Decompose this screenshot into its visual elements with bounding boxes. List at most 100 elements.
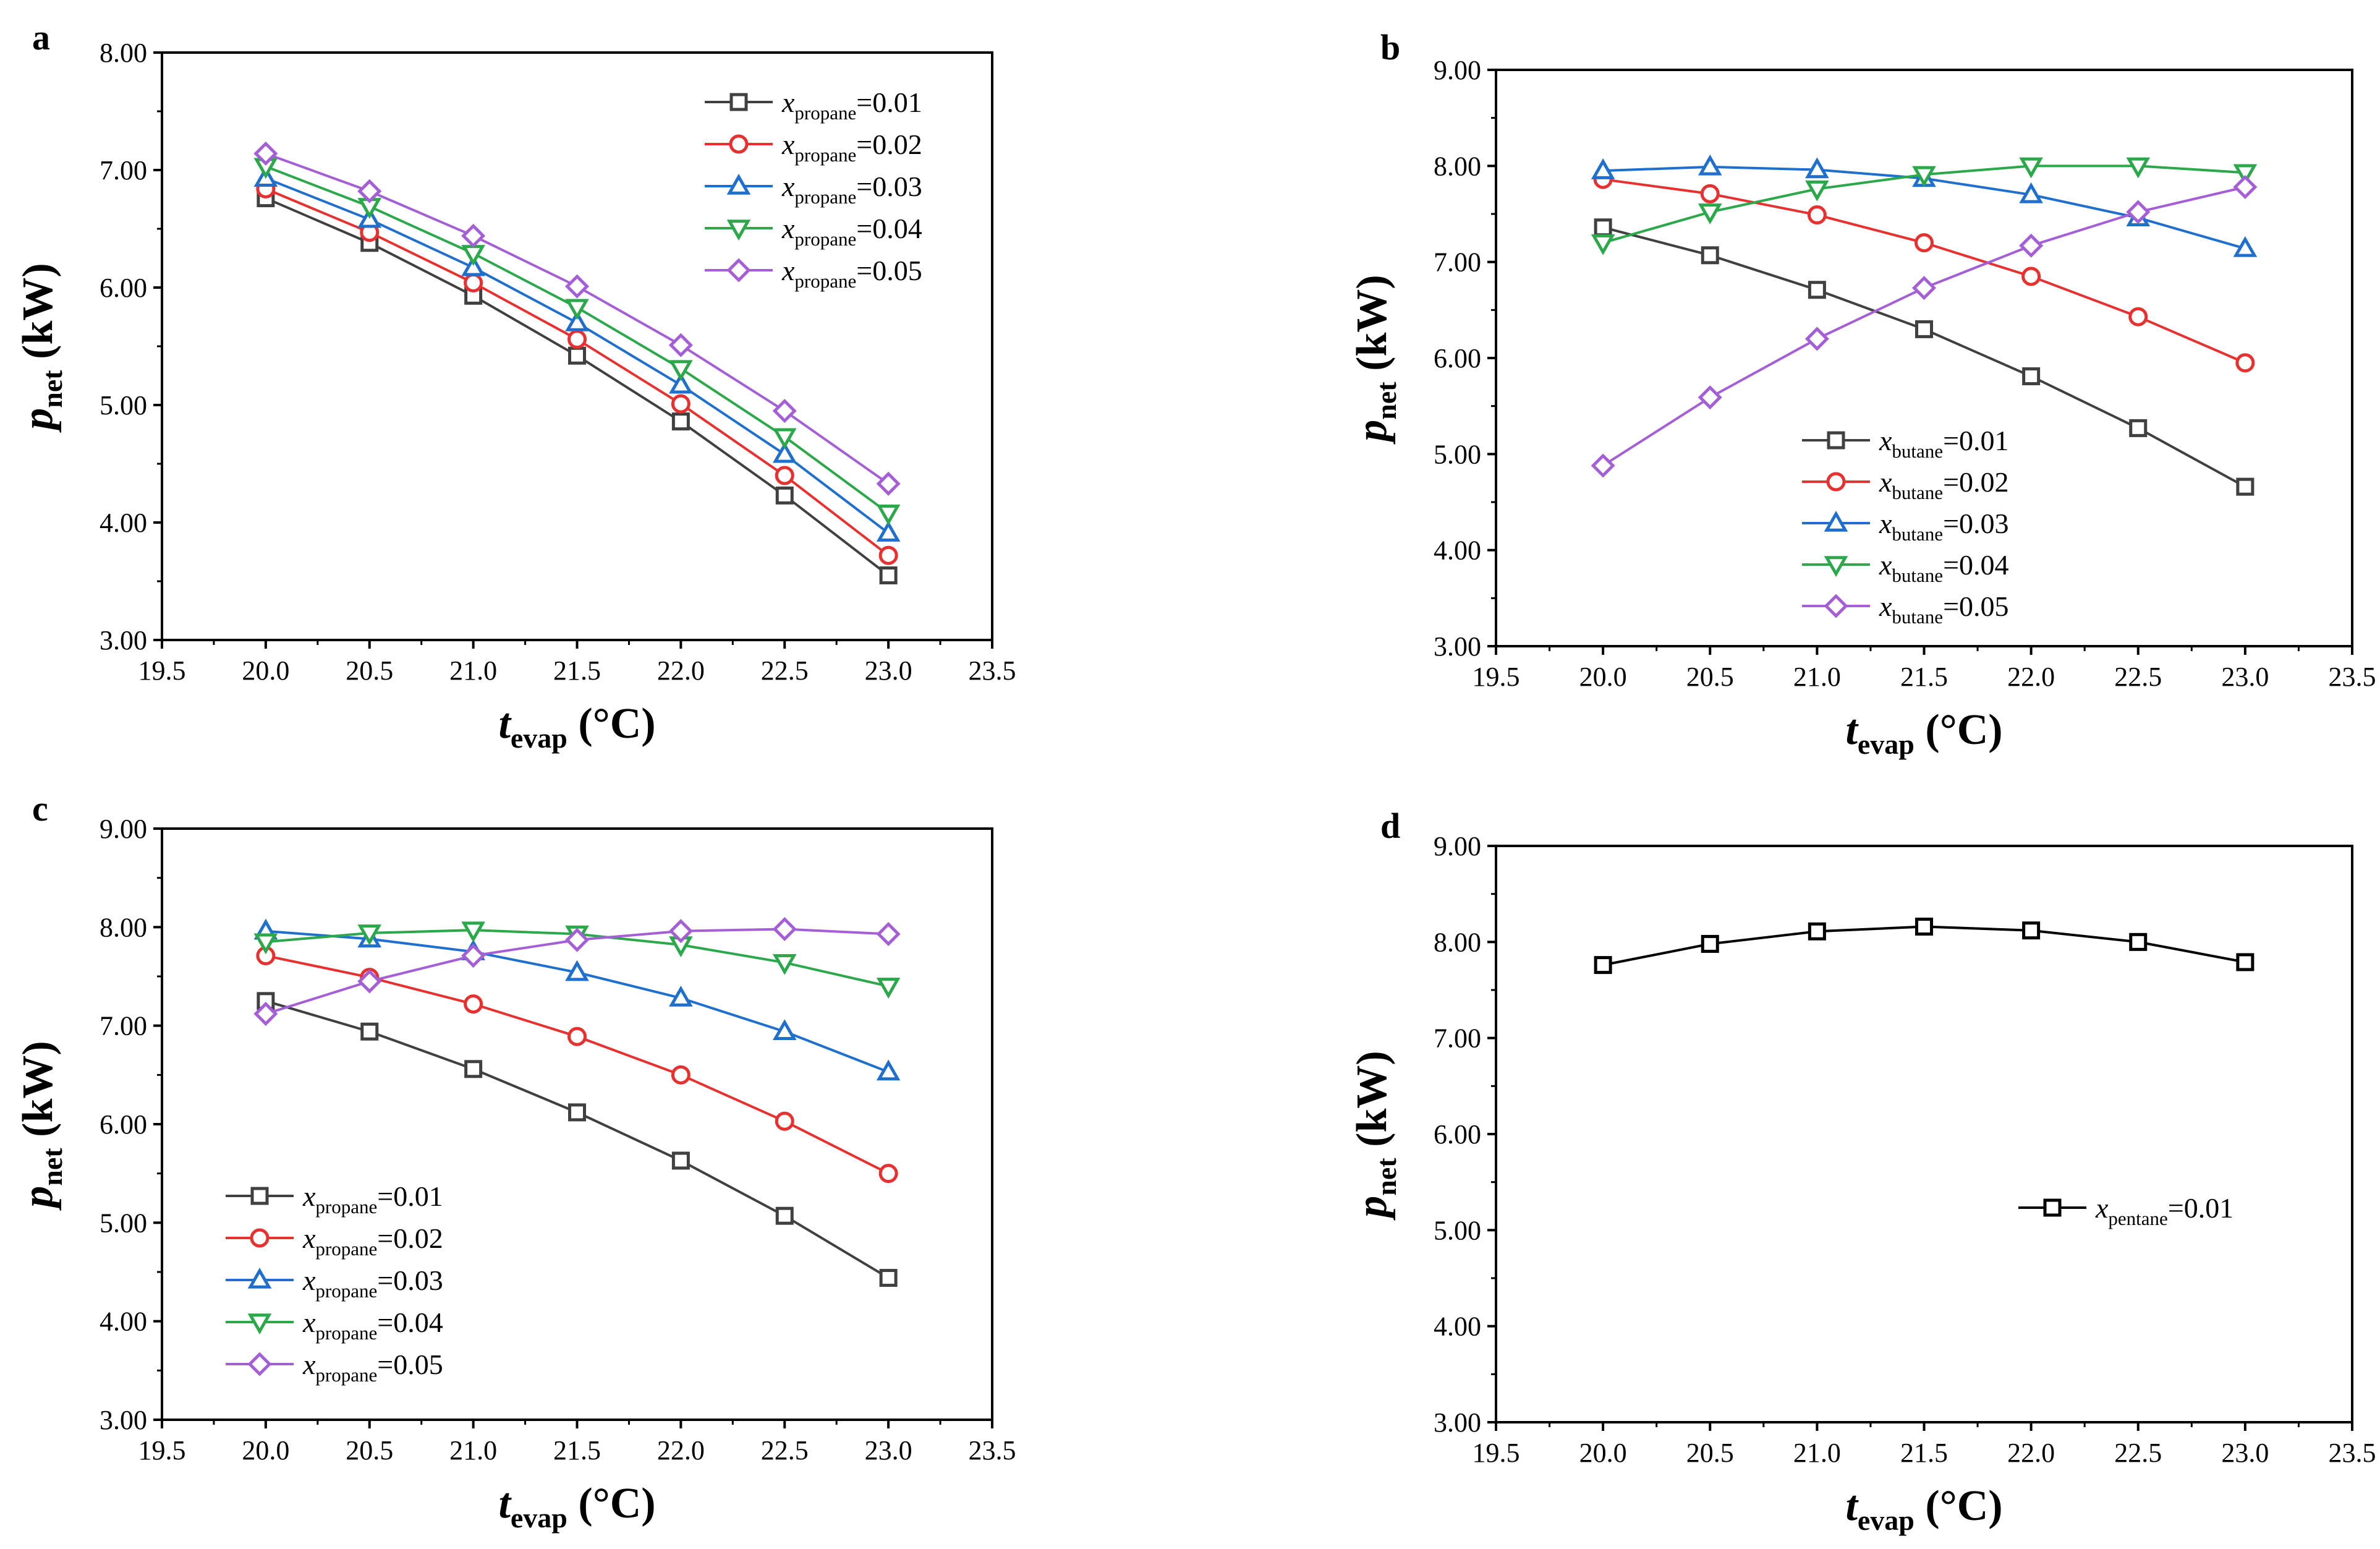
data-point: [1915, 320, 1933, 338]
data-point: [1805, 180, 1829, 202]
data-point: [878, 1164, 898, 1184]
plot-frame: [161, 827, 993, 1421]
legend-label: xpropane=0.04: [781, 213, 922, 250]
panel-label: d: [1380, 806, 1400, 846]
x-tick-label: 20.5: [1686, 1438, 1734, 1468]
panel-label: c: [32, 788, 48, 829]
x-tick-label: 20.5: [346, 1435, 393, 1466]
x-tick-label: 22.5: [761, 655, 809, 686]
series-line: [265, 929, 889, 1073]
series-propane-5: [253, 916, 901, 1026]
legend-label: xbutane=0.05: [1879, 591, 2009, 628]
y-tick-label: 6.00: [1434, 1119, 1481, 1150]
y-tick-label: 6.00: [1434, 343, 1481, 373]
y-axis-title: pnet (kW): [14, 263, 68, 432]
x-axis-title: tevap (°C): [1845, 1482, 2002, 1536]
legend-marker: [2043, 1198, 2062, 1217]
x-tick-label: 21.0: [449, 1435, 497, 1466]
legend-entry: xpentane=0.01: [2018, 1192, 2233, 1229]
data-point: [1591, 453, 1615, 478]
y-tick-label: 4.00: [1434, 536, 1481, 566]
data-point: [2019, 233, 2044, 258]
data-point: [253, 1002, 278, 1026]
data-point: [2019, 157, 2043, 179]
data-point: [2019, 182, 2043, 203]
series-propane-1: [257, 189, 898, 584]
x-tick-label: 22.0: [2007, 662, 2055, 692]
legend-entry: xbutane=0.03: [1802, 508, 2009, 545]
x-tick-label: 19.5: [1473, 1438, 1520, 1468]
legend-entry: xpropane=0.03: [226, 1265, 443, 1302]
legend-entry: xpropane=0.01: [226, 1180, 443, 1218]
x-tick-label: 22.5: [2114, 1438, 2162, 1468]
data-point: [1700, 184, 1720, 203]
data-point: [772, 398, 797, 424]
series-propane-4: [253, 158, 901, 526]
legend-marker: [729, 134, 749, 154]
legend-marker: [247, 1313, 272, 1335]
data-point: [2233, 164, 2258, 186]
data-point: [1594, 218, 1612, 237]
legend-marker: [247, 1352, 272, 1376]
legend-marker: [726, 173, 751, 195]
y-tick-label: 3.00: [1434, 1407, 1481, 1438]
legend-marker: [1824, 556, 1848, 578]
x-tick-label: 19.5: [1473, 662, 1520, 692]
legend-entry: xbutane=0.04: [1802, 549, 2009, 586]
data-point: [565, 299, 589, 320]
y-axis-title: pnet (kW): [1348, 1051, 1402, 1220]
data-point: [1698, 154, 1722, 176]
legend-entry: xpropane=0.05: [226, 1349, 443, 1386]
series-pentane-1: [1594, 917, 2255, 975]
series-butane-1: [1594, 218, 2255, 496]
data-point: [775, 1206, 794, 1225]
x-axis-title: tevap (°C): [498, 700, 655, 754]
data-point: [671, 1151, 690, 1170]
legend-entry: xpropane=0.02: [226, 1223, 443, 1260]
data-point: [876, 505, 901, 526]
data-point: [461, 921, 485, 943]
data-point: [775, 1111, 794, 1131]
data-point: [772, 428, 797, 450]
legend-label: xbutane=0.03: [1879, 508, 2009, 545]
data-point: [671, 412, 690, 431]
data-point: [357, 969, 382, 994]
data-point: [1591, 234, 1615, 255]
data-point: [1915, 917, 1933, 936]
y-tick-label: 6.00: [100, 273, 147, 303]
data-point: [1911, 276, 1937, 301]
legend-marker: [1826, 472, 1846, 492]
panel-label: a: [32, 17, 50, 58]
data-point: [772, 1019, 797, 1040]
data-point: [568, 346, 586, 365]
y-tick-label: 8.00: [1434, 151, 1481, 181]
legend-entry: xpropane=0.04: [705, 213, 922, 250]
x-tick-label: 20.5: [1686, 662, 1734, 692]
series-propane-3: [253, 918, 901, 1081]
x-tick-label: 22.5: [761, 1435, 809, 1466]
data-point: [360, 1022, 379, 1041]
legend-label: xpropane=0.02: [781, 129, 922, 166]
legend-entry: xbutane=0.01: [1802, 425, 2009, 462]
chart-panel-d: d 19.5 20.0 20.5 21.0 21.5 22.0 22.5 23.0 23.5 3.0…: [1348, 806, 2376, 1536]
data-point: [668, 333, 693, 357]
x-tick-label: 21.5: [553, 1435, 601, 1466]
x-tick-label: 22.0: [2007, 1438, 2055, 1468]
data-point: [2022, 921, 2041, 940]
y-tick-label: 7.00: [100, 155, 147, 186]
y-axis-title: pnet (kW): [14, 1041, 68, 1210]
data-point: [669, 986, 693, 1007]
data-point: [1594, 956, 1612, 975]
data-point: [1698, 385, 1722, 410]
y-tick-label: 8.00: [100, 38, 147, 68]
data-point: [2129, 932, 2148, 951]
data-point: [1808, 281, 1826, 299]
series-butane-5: [1591, 174, 2258, 478]
x-tick-label: 19.5: [138, 655, 186, 686]
x-axis-title: tevap (°C): [1845, 706, 2002, 760]
x-tick-label: 23.0: [2221, 1438, 2269, 1468]
data-point: [1807, 205, 1827, 225]
legend-label: xbutane=0.02: [1879, 466, 2009, 503]
x-axis-title: tevap (°C): [498, 1480, 655, 1534]
x-tick-label: 20.0: [1579, 1438, 1627, 1468]
